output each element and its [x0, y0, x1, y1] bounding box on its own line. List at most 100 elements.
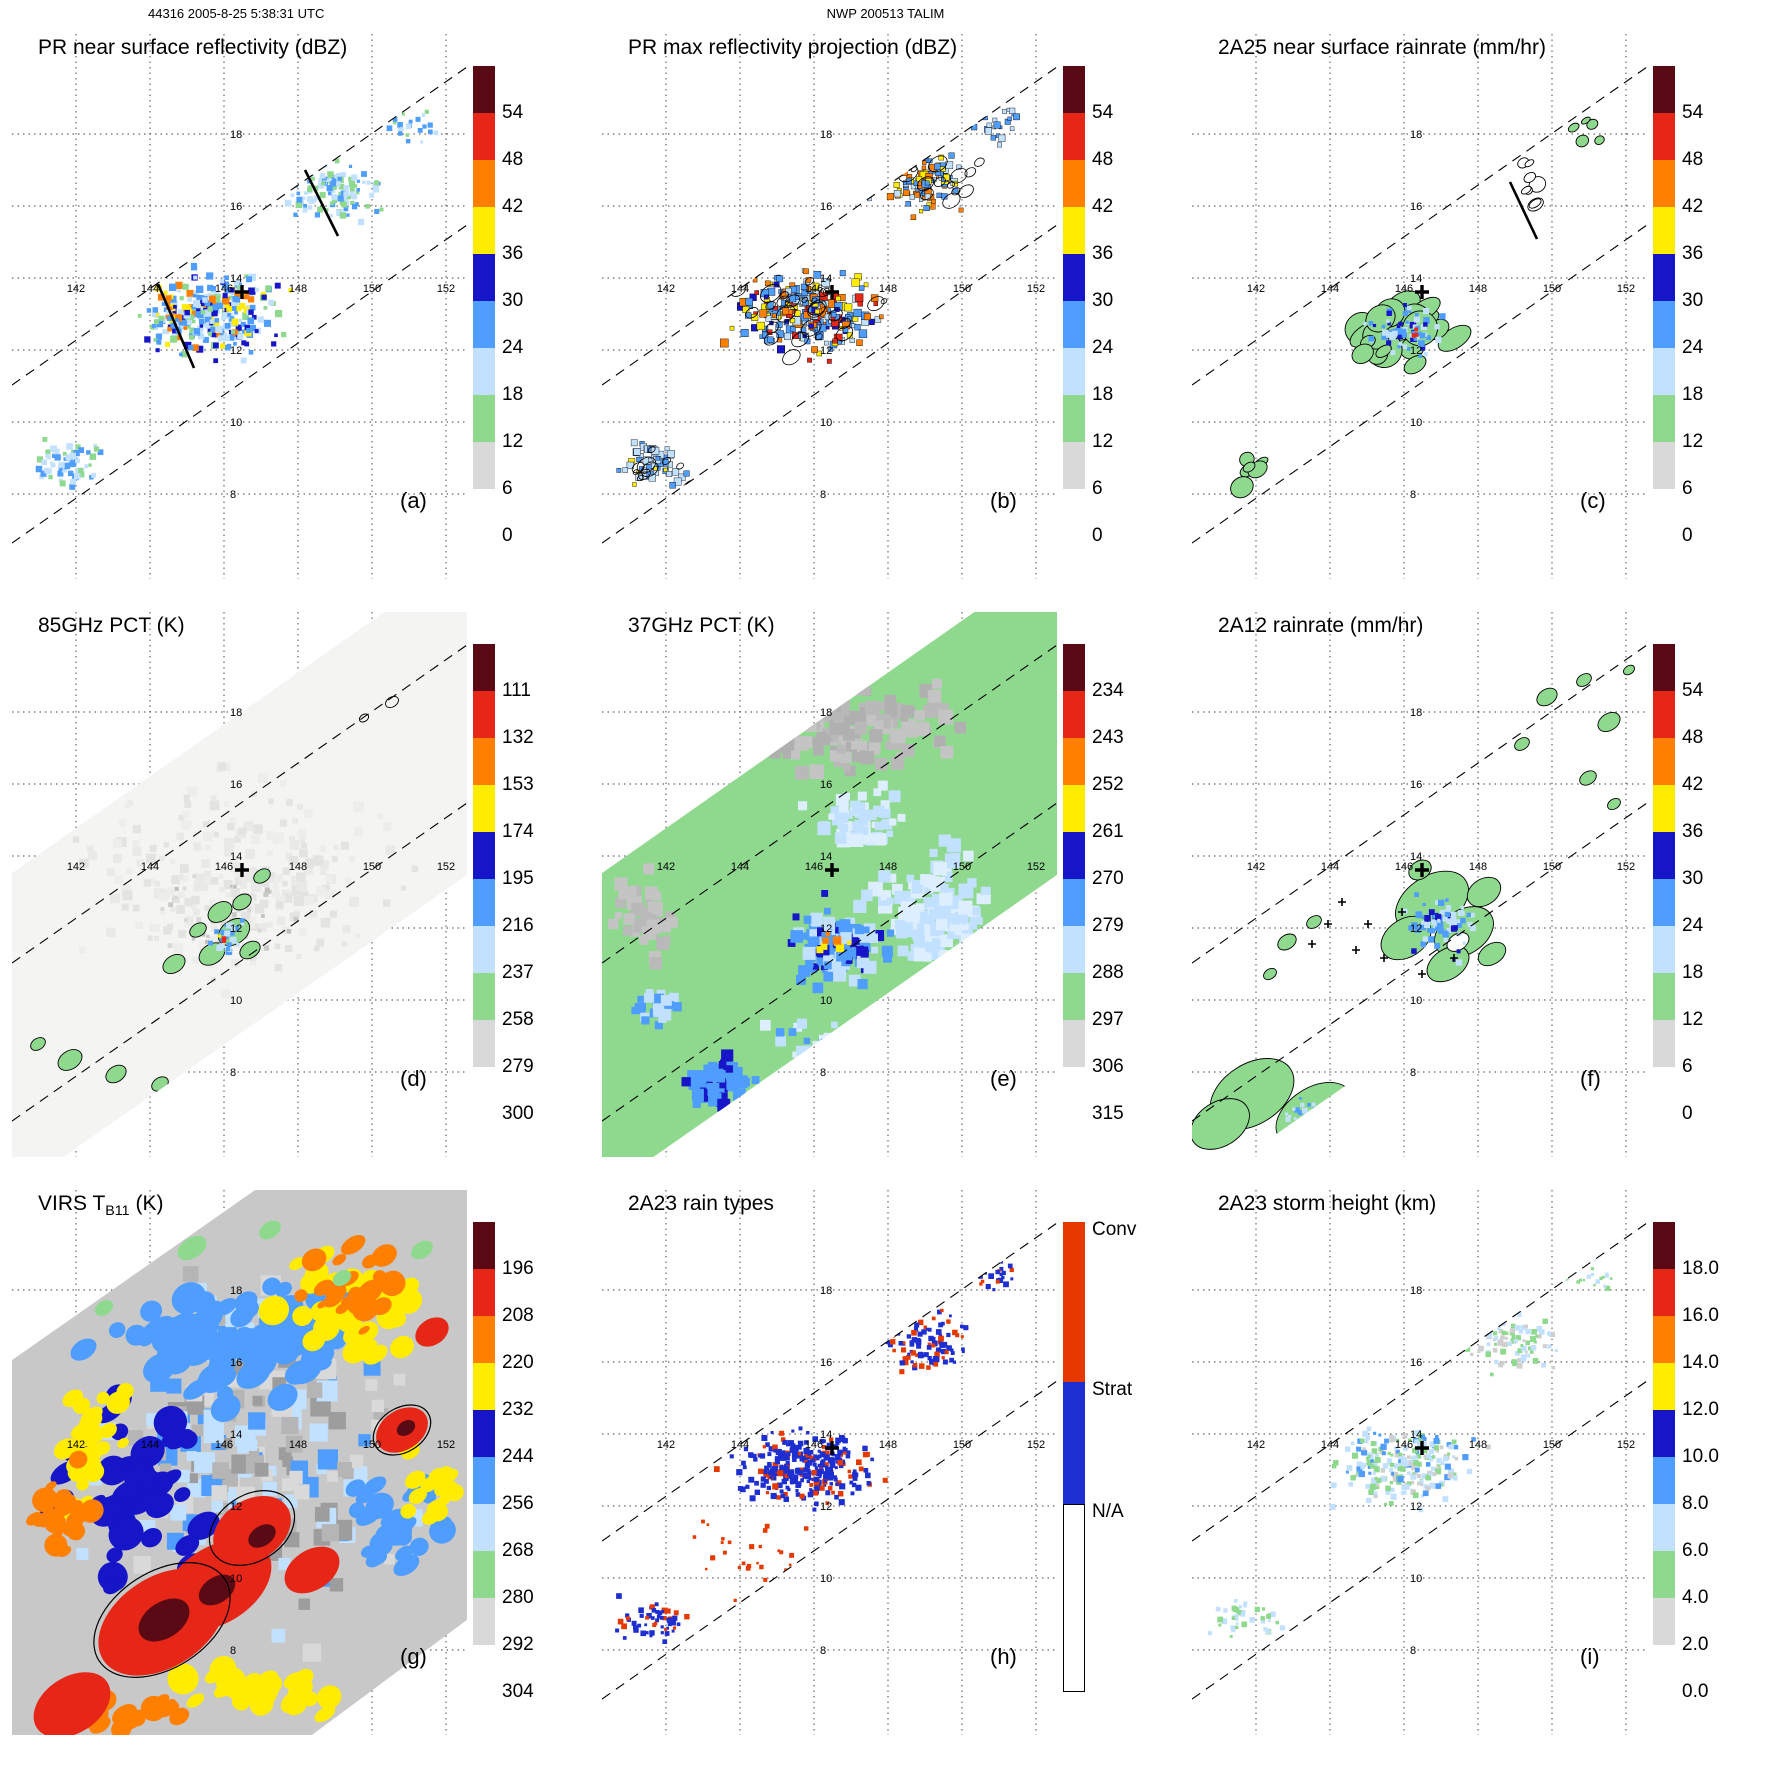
- lat-tick-label: 10: [820, 1573, 832, 1585]
- panel-letter: (g): [400, 1644, 427, 1669]
- colorbar-segment: [473, 1269, 495, 1316]
- colorbar-tick-label: 256: [502, 1493, 534, 1514]
- colorbar-tick-label: 18: [1092, 384, 1114, 405]
- lat-tick-label: 8: [1410, 1645, 1416, 1657]
- colorbar-segment: [1063, 1504, 1085, 1692]
- orbit-timestamp: 44316 2005-8-25 5:38:31 UTC: [148, 6, 325, 21]
- lon-tick-label: 142: [657, 283, 675, 295]
- panel-letter: (c): [1580, 488, 1606, 513]
- swath-boundary-lines: [12, 644, 467, 1122]
- colorbar-tick-label: 18.0: [1682, 1258, 1719, 1279]
- data-field: [616, 103, 1020, 497]
- storm-center-marker: [235, 285, 249, 299]
- colorbar-tick-label: 196: [502, 1258, 534, 1279]
- colorbar-labels: 54 48 42 36 30 24 18 12 6 0: [1092, 66, 1158, 608]
- lon-tick-label: 146: [1395, 283, 1413, 295]
- colorbar-segment: [1653, 1316, 1675, 1363]
- colorbar-tick-label: 12: [1682, 1009, 1704, 1030]
- map-plot-e: 142 144 146 148 150 152 18 16 14 12 10 8 (e): [602, 612, 1057, 1157]
- panel-letter: (f): [1580, 1066, 1601, 1091]
- lon-tick-label: 152: [437, 283, 455, 295]
- colorbar-tick-label: 24: [502, 337, 524, 358]
- lat-tick-label: 16: [820, 779, 832, 791]
- colorbar-segment: [1063, 1020, 1085, 1067]
- colorbar-segment: [1653, 738, 1675, 785]
- colorbar-tick-label: 243: [1092, 727, 1124, 748]
- panel-title-text: 85GHz PCT (K): [38, 614, 185, 637]
- lon-tick-label: 144: [141, 1439, 159, 1451]
- data-field: [602, 612, 1057, 1157]
- colorbar-tick-label: 297: [1092, 1009, 1124, 1030]
- lon-tick-label: 148: [1469, 1439, 1487, 1451]
- panel-title-text: 2A12 rainrate (mm/hr): [1218, 614, 1424, 637]
- colorbar: 111 132 153 174 195 216 237 258 279 300: [473, 612, 568, 1186]
- lat-tick-label: 18: [1410, 1285, 1422, 1297]
- colorbar-segment: [1063, 254, 1085, 301]
- lon-tick-label: 146: [215, 861, 233, 873]
- colorbar-segment: [1653, 1067, 1675, 1114]
- colorbar-tick-label: 36: [1682, 243, 1704, 264]
- colorbar-segment: [1063, 832, 1085, 879]
- lon-tick-label: 142: [1247, 861, 1265, 873]
- colorbar-bar: [473, 66, 495, 608]
- colorbar: 18.0 16.0 14.0 12.0 10.0 8.0 6.0 4.0 2.0 0.0: [1653, 1190, 1748, 1764]
- lat-tick-label: 18: [230, 1285, 242, 1297]
- colorbar-tick-label: 8.0: [1682, 1493, 1709, 1514]
- colorbar-tick-label: 288: [1092, 962, 1124, 983]
- data-field: [12, 1190, 467, 1735]
- colorbar-segment: [1063, 926, 1085, 973]
- data-field: [35, 103, 439, 490]
- lat-tick-label: 16: [1410, 1357, 1422, 1369]
- colorbar-tick-label: 0.0: [1682, 1681, 1709, 1702]
- lat-tick-label: 14: [230, 273, 242, 285]
- data-field: [615, 1259, 1014, 1644]
- data-field: [1230, 116, 1605, 499]
- lon-tick-label: 152: [1027, 861, 1045, 873]
- lat-tick-label: 10: [230, 995, 242, 1007]
- colorbar-segment: [1063, 348, 1085, 395]
- lon-tick-label: 148: [289, 1439, 307, 1451]
- lon-tick-label: 150: [363, 283, 381, 295]
- colorbar-bar: [1063, 644, 1085, 1186]
- map-plot-g: 142 144 146 148 150 152 18 16 14 12 10 8 (g): [12, 1190, 467, 1735]
- colorbar-segment: [1653, 1457, 1675, 1504]
- colorbar-segment: [1063, 1382, 1085, 1504]
- lat-tick-label: 10: [230, 1573, 242, 1585]
- colorbar-segment: [1653, 832, 1675, 879]
- colorbar-tick-label: 36: [502, 243, 524, 264]
- map-plot-c: 142 144 146 148 150 152 18 16 14 12 10 8 (c): [1192, 34, 1647, 579]
- swath-boundary-lines: [1192, 1222, 1647, 1700]
- lat-tick-label: 8: [1410, 1067, 1416, 1079]
- panel-title-text: 2A25 near surface rainrate (mm/hr): [1218, 36, 1546, 59]
- panel-title-text: 37GHz PCT (K): [628, 614, 775, 637]
- colorbar-segment: [473, 1645, 495, 1692]
- colorbar-segment: [1653, 207, 1675, 254]
- colorbar-tick-label: 36: [1092, 243, 1114, 264]
- lon-tick-label: 142: [67, 1439, 85, 1451]
- lat-tick-label: 16: [230, 1357, 242, 1369]
- map-f: 2A12 rainrate (mm/hr) 142 144 146 148 150 152 1…: [1192, 612, 1647, 1157]
- panel-title-text: 2A23 storm height (km): [1218, 1192, 1437, 1215]
- panel-h: 2A23 rain types 142 144 146 148 150 152 18 16 14 1…: [590, 1186, 1180, 1764]
- colorbar-tick-label: 6: [1682, 1056, 1693, 1077]
- colorbar-segment: [1063, 644, 1085, 691]
- colorbar-segment: [1653, 160, 1675, 207]
- colorbar-segment: [473, 1316, 495, 1363]
- lon-tick-label: 148: [879, 861, 897, 873]
- axis-labels: 142 144 146 148 150 152 18 16 14 12 10 8: [657, 707, 1045, 1079]
- colorbar-segment: [1063, 738, 1085, 785]
- lon-tick-label: 144: [1321, 1439, 1339, 1451]
- map-h: 2A23 rain types 142 144 146 148 150 152 18 16 14 1…: [602, 1190, 1057, 1735]
- colorbar-segment: [1653, 1222, 1675, 1269]
- lon-tick-label: 146: [215, 1439, 233, 1451]
- axis-labels: 142 144 146 148 150 152 18 16 14 12 10 8: [1247, 129, 1635, 501]
- colorbar-label: N/A: [1092, 1501, 1124, 1522]
- lon-tick-label: 148: [289, 283, 307, 295]
- lat-tick-label: 18: [230, 707, 242, 719]
- colorbar-tick-label: 18: [1682, 962, 1704, 983]
- panel-title-text: PR near surface reflectivity (dBZ): [38, 36, 348, 59]
- colorbar-segment: [473, 1457, 495, 1504]
- lat-tick-label: 18: [230, 129, 242, 141]
- lat-tick-label: 16: [820, 1357, 832, 1369]
- data-field: [1192, 664, 1635, 1151]
